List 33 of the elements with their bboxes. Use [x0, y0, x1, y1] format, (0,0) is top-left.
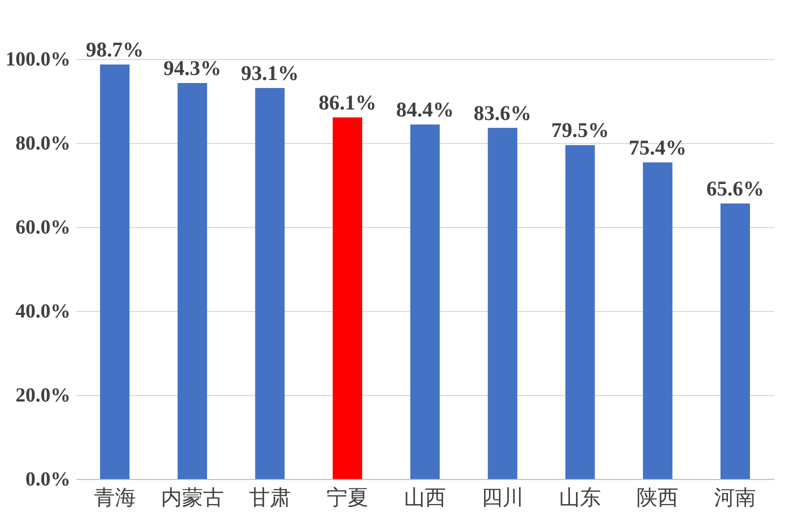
data-label: 83.6%: [474, 100, 532, 125]
data-label: 65.6%: [706, 176, 764, 200]
x-tick-label: 陕西: [636, 486, 679, 510]
bar: [178, 82, 208, 479]
bar: [332, 117, 362, 479]
bar: [488, 128, 518, 479]
y-tick-label: 80.0%: [16, 132, 70, 154]
data-label: 75.4%: [628, 135, 687, 160]
x-tick-label: 宁夏: [326, 486, 368, 510]
bar: [642, 162, 672, 479]
bar: [255, 88, 285, 479]
x-tick-label: 山西: [404, 486, 446, 510]
bar: [720, 203, 750, 479]
bar: [410, 124, 440, 479]
y-tick-label: 20.0%: [16, 384, 70, 406]
y-tick-label: 100.0%: [6, 48, 70, 70]
y-tick-label: 0.0%: [26, 468, 70, 490]
x-tick-label: 四川: [482, 486, 524, 510]
x-tick-label: 青海: [94, 486, 136, 510]
x-tick-label: 山东: [559, 486, 602, 510]
data-label: 94.3%: [163, 56, 222, 80]
data-label: 86.1%: [318, 90, 376, 114]
x-tick-label: 河南: [714, 486, 756, 510]
data-label: 93.1%: [241, 60, 299, 85]
data-label: 79.5%: [551, 118, 609, 142]
x-tick-label: 内蒙古: [160, 486, 224, 510]
bar: [100, 64, 130, 479]
data-label: 84.4%: [396, 98, 454, 122]
bar: [565, 145, 595, 479]
y-tick-label: 40.0%: [16, 300, 70, 322]
y-tick-label: 60.0%: [16, 216, 70, 238]
x-tick-label: 甘肃: [248, 486, 291, 510]
data-label: 98.7%: [86, 37, 144, 62]
